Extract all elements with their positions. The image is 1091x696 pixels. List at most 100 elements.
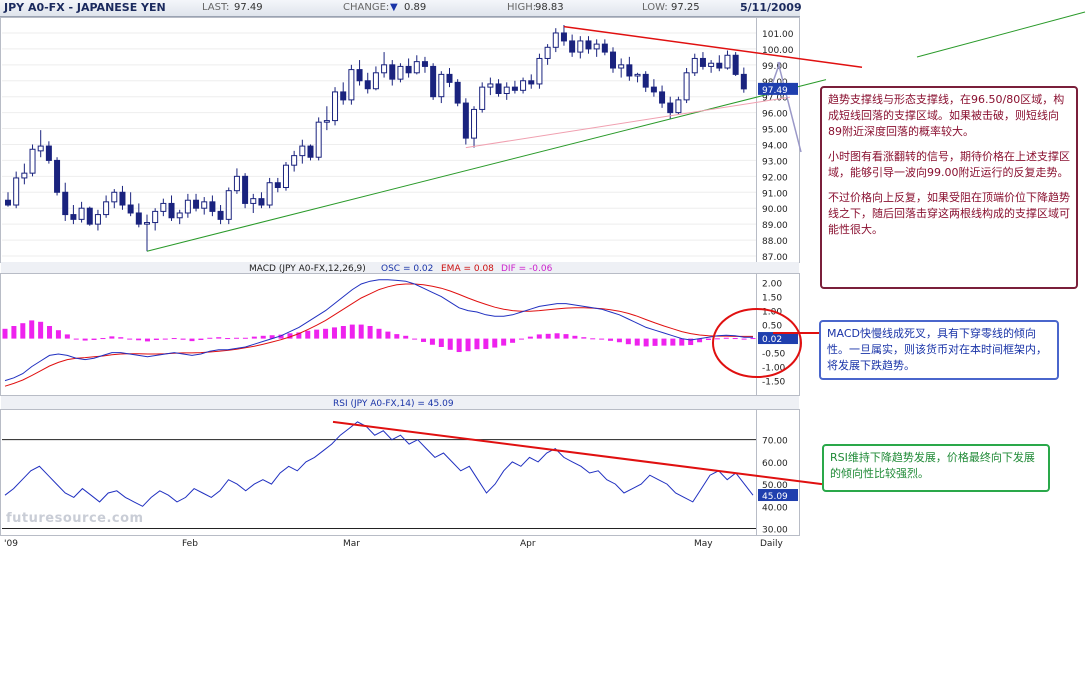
osc-bar [652,338,658,346]
price-candle [62,191,69,216]
pattern-support-line [465,96,791,149]
price-candle [225,190,232,220]
macd-ema-label: EMA = 0.08 [441,264,494,274]
price-candle [21,172,28,179]
rsi-tick-label: 70.00 [762,437,788,447]
osc-bar [198,338,204,340]
price-candle [274,182,281,188]
price-candle [560,32,567,42]
osc-bar [305,330,311,339]
price-candle [732,54,739,75]
price-candle [5,199,11,206]
osc-bar [679,338,685,346]
osc-bar [581,337,587,339]
price-candle [462,102,469,139]
price-candle [70,214,77,220]
osc-bar [153,338,159,340]
osc-bar [501,338,507,346]
rsi-annotation-box: RSI维持下降趋势发展，价格最终向下发展的倾向性比较强烈。 [822,444,1050,492]
price-candle [381,64,388,74]
price-tick-label: 88.00 [762,237,788,247]
macd-osc-label: OSC = 0.02 [381,264,433,274]
osc-bar [367,326,373,339]
price-candle [86,207,93,225]
macd-tick-label: -1.00 [762,364,786,374]
osc-bar [47,326,53,339]
last-value: 97.49 [234,2,263,13]
osc-bar [180,338,186,340]
price-candle [675,99,682,114]
price-candle [315,121,322,158]
price-candle [438,73,445,98]
macd-tick-label: 2.00 [762,280,782,290]
rsi-note: RSI维持下降趋势发展，价格最终向下发展的倾向性比较强烈。 [830,451,1035,480]
price-candle [37,145,44,152]
osc-bar [563,334,569,339]
osc-bar [527,336,533,339]
price-candle [340,91,347,101]
price-candle [683,72,690,101]
price-candle [740,73,747,90]
macd-last-label: 0.02 [762,335,782,345]
price-candle [601,43,608,53]
price-candle [127,204,134,214]
price-candle [479,86,486,110]
osc-bar [670,338,676,346]
rsi-last-tag [758,489,798,502]
descending-resistance-line [563,25,863,68]
osc-bar [171,338,177,340]
price-tick-label: 101.00 [762,30,794,40]
osc-bar [474,338,480,350]
price-candle [78,207,85,220]
price-candle [503,86,510,95]
projection-arrow [777,61,802,153]
change-value: 0.89 [404,2,427,13]
osc-bar [465,338,471,352]
price-candle [691,57,698,74]
rsi-line [4,421,754,507]
macd-panel-frame [0,273,800,396]
osc-bar [688,338,694,346]
macd-note: MACD快慢线成死叉，具有下穿零线的倾向性。一旦属实，则该货币对在本时间框架内，… [827,327,1047,372]
osc-bar [723,337,729,339]
osc-bar [340,326,346,339]
price-tick-label: 96.00 [762,110,788,120]
osc-bar [625,338,631,345]
macd-tick-label: 1.00 [762,308,782,318]
osc-bar [109,336,115,339]
trend-note-2: 小时图有看涨翻转的信号，期待价格在上述支撑区域，能够引导一波向99.00附近运行… [828,150,1070,179]
osc-bar [421,338,427,342]
osc-bar [287,333,293,339]
x-axis-label: Mar [343,539,360,549]
osc-bar [483,338,489,349]
osc-bar [590,338,596,340]
price-last-tag [758,82,798,95]
price-candle [511,86,518,91]
osc-bar [697,338,703,343]
price-panel-frame [0,17,800,263]
osc-bar [616,338,622,343]
osc-bar [438,338,444,347]
osc-bar [73,338,79,340]
osc-bar [127,338,133,340]
price-candle [143,222,150,225]
macd-annotation-box: MACD快慢线成死叉，具有下穿零线的倾向性。一旦属实，则该货币对在本时间框架内，… [819,320,1059,380]
price-candle [389,64,396,80]
osc-bar [82,338,88,341]
price-candle [471,108,478,139]
osc-bar [714,338,720,340]
price-tick-label: 89.00 [762,221,788,231]
x-axis-label: Apr [520,539,536,549]
rsi-title: RSI (JPY A0-FX,14) = 45.09 [333,399,454,409]
rsi-tick-label: 60.00 [762,459,788,469]
price-candle [356,69,363,82]
price-candle [242,175,249,204]
price-candle [176,212,183,219]
osc-bar [554,333,560,339]
osc-bar [394,334,400,339]
osc-bar [91,338,97,340]
x-axis-label: May [694,539,713,549]
price-tick-label: 97.00 [762,94,788,104]
osc-bar [429,338,435,345]
price-candle [152,210,159,224]
